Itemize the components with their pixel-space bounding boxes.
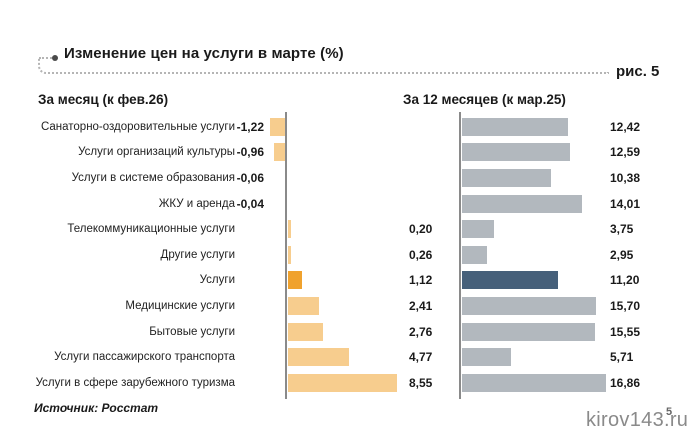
year-value-label: 3,75 (610, 222, 634, 237)
month-bar (288, 373, 397, 392)
month-value-label: 2,41 (409, 298, 433, 313)
figure-number-label: рис. 5 (616, 63, 660, 80)
year-bar (462, 348, 511, 367)
chart-title: Изменение цен на услуги в марте (%) (64, 45, 344, 62)
year-bar (462, 296, 597, 315)
chart-row: ЖКУ и аренда -0,04 14,01 (0, 191, 700, 217)
month-value-label: 0,26 (409, 247, 433, 262)
year-value-label: 15,70 (610, 298, 641, 313)
year-value-label: 12,59 (610, 145, 641, 160)
chart-row: Медицинские услуги 2,41 15,70 (0, 293, 700, 319)
category-label: Медицинские услуги (125, 299, 235, 312)
year-chart-axis (459, 112, 461, 399)
year-value-label: 14,01 (610, 196, 641, 211)
year-bar (462, 220, 495, 239)
chart-row: Услуги организаций культуры -0,96 12,59 (0, 140, 700, 166)
watermark-text: kirov143.ru (586, 409, 689, 431)
year-bar (462, 322, 595, 341)
year-bar (462, 143, 570, 162)
year-bar (462, 245, 488, 264)
year-bar (462, 194, 582, 213)
month-value-label: 8,55 (409, 375, 433, 390)
year-value-label: 11,20 (610, 273, 640, 288)
month-value-label: -0,06 (236, 170, 264, 185)
category-label: Услуги пассажирского транспорта (54, 351, 235, 364)
month-bar (288, 348, 349, 367)
month-value-label: -1,22 (236, 119, 264, 134)
month-value-label: -0,96 (236, 145, 264, 160)
month-chart-axis (285, 112, 287, 399)
chart-row: Санаторно-оздоровительные услуги -1,22 12,… (0, 114, 700, 140)
month-value-label: 1,12 (409, 273, 433, 288)
year-bar (462, 373, 607, 392)
month-panel-header: За месяц (к фев.26) (38, 92, 169, 107)
title-bullet-dot (52, 55, 58, 61)
category-label: Телекоммуникационные услуги (67, 223, 235, 236)
chart-row: Бытовые услуги 2,76 15,55 (0, 319, 700, 345)
chart-rows: Санаторно-оздоровительные услуги -1,22 12,… (0, 114, 700, 397)
category-label: Услуги в системе образования (71, 171, 235, 184)
month-bar (288, 220, 291, 239)
month-bar (288, 322, 324, 341)
category-label: Бытовые услуги (149, 325, 235, 338)
chart-row: Телекоммуникационные услуги 0,20 3,75 (0, 216, 700, 242)
page-number: 5 (666, 406, 673, 418)
year-bar (462, 117, 569, 136)
year-value-label: 12,42 (610, 119, 641, 134)
month-value-label: 2,76 (409, 324, 433, 339)
category-label: Услуги в сфере зарубежного туризма (35, 376, 235, 389)
chart-row: Услуги в системе образования -0,06 10,38 (0, 165, 700, 191)
year-value-label: 16,86 (610, 375, 641, 390)
source-note: Источник: Росстат (34, 401, 159, 415)
month-value-label: -0,04 (236, 196, 264, 211)
year-value-label: 15,55 (610, 324, 641, 339)
category-label: Другие услуги (160, 248, 235, 261)
month-bar (288, 296, 319, 315)
year-value-label: 2,95 (610, 247, 634, 262)
chart-row: Другие услуги 0,26 2,95 (0, 242, 700, 268)
chart-row: Услуги 1,12 11,20 (0, 268, 700, 294)
year-value-label: 10,38 (610, 170, 641, 185)
month-bar (270, 117, 286, 136)
year-panel-header: За 12 месяцев (к мар.25) (403, 92, 566, 107)
category-label: ЖКУ и аренда (158, 197, 235, 210)
year-bar (462, 271, 558, 290)
dotted-divider-line (38, 58, 609, 74)
month-bar (288, 245, 292, 264)
month-value-label: 4,77 (409, 350, 433, 365)
category-label: Санаторно-оздоровительные услуги (40, 120, 235, 133)
month-value-label: 0,20 (409, 222, 433, 237)
year-value-label: 5,71 (610, 350, 634, 365)
chart-row: Услуги пассажирского транспорта 4,77 5,71 (0, 344, 700, 370)
chart-row: Услуги в сфере зарубежного туризма 8,55 16… (0, 370, 700, 396)
category-label: Услуги организаций культуры (78, 146, 235, 159)
month-bar (288, 271, 303, 290)
year-bar (462, 168, 551, 187)
category-label: Услуги (199, 274, 235, 287)
month-bar (273, 143, 286, 162)
